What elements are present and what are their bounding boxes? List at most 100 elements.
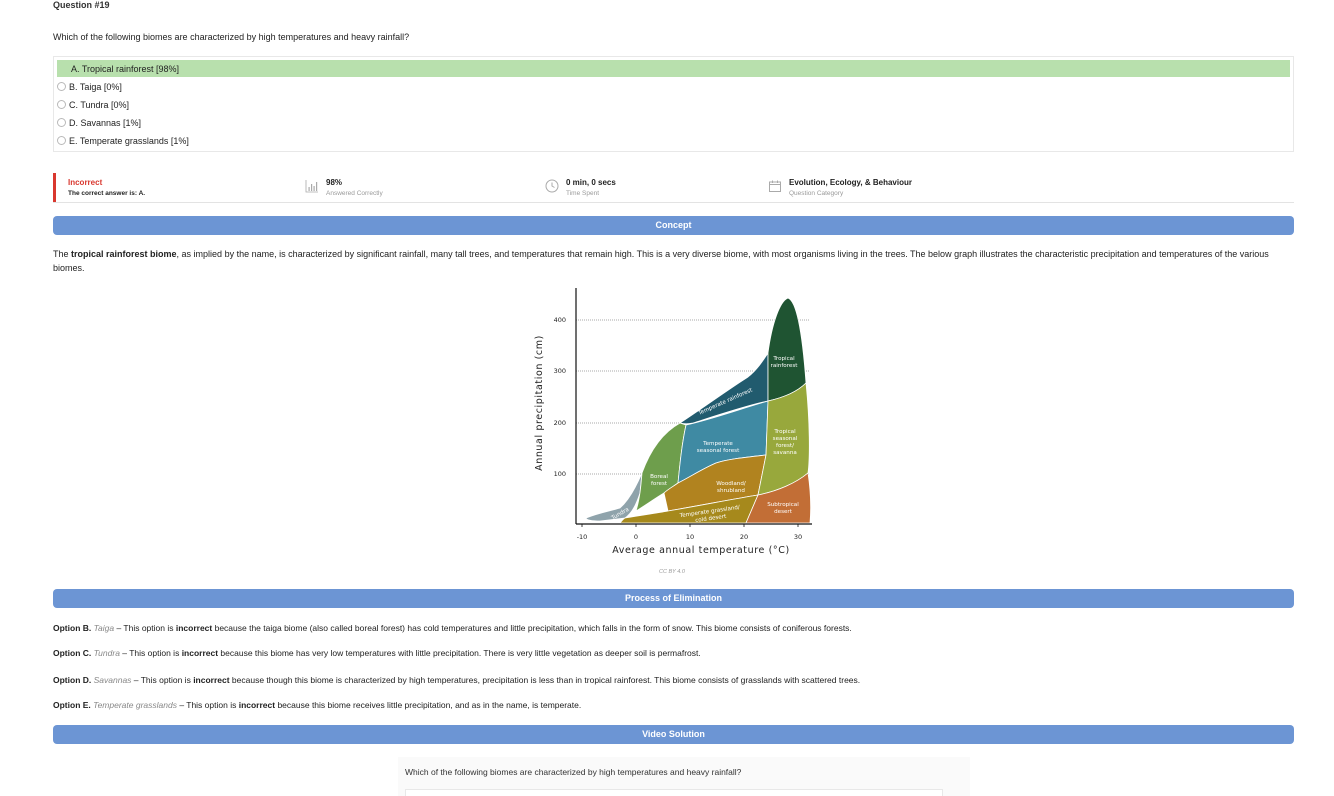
option-text-pre: – This option is	[114, 623, 176, 633]
x-tick-label: 30	[794, 533, 802, 541]
answer-label: B. Taiga [0%]	[69, 81, 122, 92]
answer-option-b[interactable]: B. Taiga [0%]	[57, 78, 1290, 95]
video-player[interactable]: Which of the following biomes are charac…	[398, 757, 970, 796]
region-label-line: cold desert	[695, 514, 728, 524]
region-label-tropical-seasonal: Tropical seasonal forest/savanna	[773, 429, 798, 456]
y-tick-label: 300	[554, 367, 566, 375]
option-text-pre: – This option is	[119, 648, 182, 658]
video-solution-header: Video Solution	[53, 725, 1294, 744]
answer-option-d[interactable]: D. Savannas [1%]	[57, 114, 1290, 131]
option-verdict: incorrect	[193, 675, 230, 685]
category-label: Question Category	[789, 190, 844, 197]
answer-label: A. Tropical rainforest [98%]	[71, 63, 180, 74]
region-label-line: Subtropical	[767, 502, 799, 508]
region-grassland	[619, 494, 759, 524]
option-name: Savannas	[93, 675, 132, 685]
option-text-post: because though this biome is characteriz…	[229, 675, 861, 685]
x-tick-label: 0	[634, 533, 638, 541]
region-label-line: rainforest	[771, 363, 799, 369]
time-value: 0 min, 0 secs	[566, 178, 616, 187]
percent-value: 98%	[326, 178, 343, 187]
region-label-woodland: Woodland/shrubland	[716, 481, 746, 494]
answer-option-a[interactable]: A. Tropical rainforest [98%]	[57, 60, 1290, 77]
option-name: Taiga	[93, 623, 115, 633]
region-label-line: desert	[774, 509, 793, 515]
region-label-line: Temperate	[702, 441, 733, 447]
time-spent-stat: 0 min, 0 secs Time Spent	[545, 177, 616, 199]
region-label-subtropical-desert: Subtropical desert	[767, 502, 799, 515]
percent-correct-stat: 98% Answered Correctly	[305, 177, 383, 199]
x-tick-label: 10	[686, 533, 694, 541]
region-label-line: Tropical	[772, 356, 795, 362]
clock-icon	[545, 179, 559, 193]
video-answer-box	[405, 789, 943, 796]
region-subtropical-desert	[745, 472, 811, 524]
option-text-post: because the taiga biome (also called bor…	[212, 623, 852, 633]
answer-option-c[interactable]: C. Tundra [0%]	[57, 96, 1290, 113]
bar-chart-icon	[305, 180, 318, 193]
elimination-option-b: Option B. Taiga – This option is incorre…	[53, 623, 852, 633]
option-name: Temperate grasslands	[93, 700, 177, 710]
time-label: Time Spent	[566, 190, 599, 197]
region-tropical-rainforest	[767, 297, 807, 402]
option-text-pre: – This option is	[131, 675, 194, 685]
option-text-pre: – This option is	[176, 700, 239, 710]
percent-label: Answered Correctly	[326, 190, 383, 197]
correct-answer-text: The correct answer is: A.	[68, 190, 146, 197]
region-label-boreal: Boreal forest	[650, 474, 668, 487]
option-letter: Option E.	[53, 700, 91, 710]
y-tick-label: 200	[554, 419, 566, 427]
concept-text-pre: The	[53, 249, 72, 259]
option-letter: Option B.	[53, 623, 92, 633]
option-verdict: incorrect	[238, 700, 276, 710]
result-status: Incorrect The correct answer is: A.	[68, 177, 145, 199]
answer-option-e[interactable]: E. Temperate grasslands [1%]	[57, 132, 1290, 149]
option-name: Tundra	[93, 648, 120, 658]
y-tick-label: 100	[554, 470, 566, 478]
elimination-option-c: Option C. Tundra – This option is incorr…	[53, 648, 701, 658]
region-label-line: shrubland	[717, 488, 745, 494]
elimination-option-d: Option D. Savannas – This option is inco…	[53, 675, 860, 685]
option-verdict: incorrect	[175, 623, 213, 633]
option-verdict: incorrect	[181, 648, 219, 658]
answer-label: D. Savannas [1%]	[69, 117, 142, 128]
chart-credit: CC BY 4.0	[659, 569, 685, 575]
x-axis-label: Average annual temperature (°C)	[612, 545, 790, 556]
region-label-tropical-rainforest: Tropical rainforest	[771, 356, 799, 369]
radio-button[interactable]	[57, 136, 66, 145]
concept-paragraph: The tropical rainforest biome, as implie…	[53, 247, 1273, 275]
status-text: Incorrect	[68, 178, 103, 187]
region-label-line: Boreal	[650, 474, 668, 480]
calendar-icon	[769, 180, 781, 192]
radio-button[interactable]	[57, 82, 66, 91]
incorrect-indicator	[53, 173, 56, 202]
elimination-header: Process of Elimination	[53, 589, 1294, 608]
radio-button[interactable]	[57, 100, 66, 109]
region-label-line: savanna	[773, 450, 797, 456]
radio-button[interactable]	[57, 118, 66, 127]
x-tick-label: 20	[740, 533, 748, 541]
y-axis-label: Annual precipitation (cm)	[534, 335, 545, 471]
category-stat: Evolution, Ecology, & Behaviour Question…	[768, 177, 912, 199]
region-label-line: Woodland/	[716, 481, 746, 487]
region-label-line: Tropical	[773, 429, 796, 435]
question-text: Which of the following biomes are charac…	[53, 32, 410, 42]
biome-climate-chart: 400 300 200 100 -10 0 10 20 30 Average a…	[534, 288, 812, 556]
answer-list: A. Tropical rainforest [98%] B. Taiga [0…	[53, 56, 1294, 152]
concept-header: Concept	[53, 216, 1294, 235]
result-stats-bar: Incorrect The correct answer is: A. 98% …	[53, 172, 1294, 203]
region-label-line: forest/	[776, 443, 794, 449]
region-label-line: forest	[651, 481, 668, 487]
video-question-text: Which of the following biomes are charac…	[405, 767, 742, 777]
region-label-line: seasonal forest	[697, 448, 740, 454]
option-letter: Option C.	[53, 648, 92, 658]
option-letter: Option D.	[53, 675, 92, 685]
region-label-line: seasonal	[773, 436, 798, 442]
option-text-post: because this biome has very low temperat…	[218, 648, 701, 658]
elimination-option-e: Option E. Temperate grasslands – This op…	[53, 700, 581, 710]
answer-label: E. Temperate grasslands [1%]	[69, 135, 189, 146]
question-number: Question #19	[53, 0, 110, 10]
region-label-temperate-seasonal: Temperate seasonal forest	[697, 441, 740, 454]
y-tick-label: 400	[554, 316, 566, 324]
option-text-post: because this biome receives little preci…	[275, 700, 582, 710]
